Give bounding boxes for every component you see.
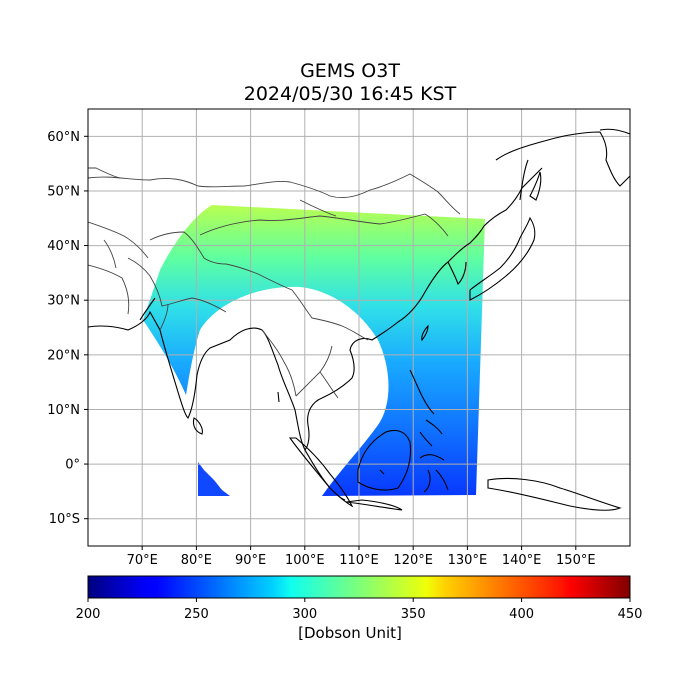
lat-tick-label: 30°N (47, 294, 80, 309)
colorbar-label: [Dobson Unit] (298, 624, 402, 642)
colorbar-ticks: 200 250 300 350 400 450 (76, 598, 643, 622)
map-title: GEMS O3T (300, 60, 400, 82)
lat-tick-label: 60°N (47, 130, 80, 145)
lat-tick-label: 0° (65, 458, 80, 473)
colorbar-tick-label: 350 (401, 607, 426, 622)
latitude-ticks: 60°N 50°N 40°N 30°N 20°N 10°N 0° 10°S (47, 130, 88, 527)
lat-tick-label: 10°N (47, 403, 80, 418)
lon-tick-label: 130°E (448, 553, 488, 568)
lon-tick-label: 110°E (339, 553, 379, 568)
colorbar-tick-label: 400 (509, 607, 534, 622)
colorbar-tick-label: 250 (184, 607, 209, 622)
longitude-ticks: 70°E 80°E 90°E 100°E 110°E 120°E 130°E 140°E 150… (127, 546, 596, 568)
lon-tick-label: 80°E (181, 553, 212, 568)
lon-tick-label: 100°E (285, 553, 325, 568)
lat-tick-label: 10°S (49, 512, 80, 527)
country-borders (88, 167, 461, 399)
lat-tick-label: 50°N (47, 184, 80, 199)
lon-tick-label: 90°E (235, 553, 266, 568)
colorbar-tick-label: 300 (292, 607, 317, 622)
map-gridlines (88, 109, 630, 546)
lon-tick-label: 70°E (127, 553, 158, 568)
ozone-swath (143, 205, 485, 496)
coastlines (88, 128, 630, 511)
colorbar-tick-label: 450 (618, 607, 643, 622)
lat-tick-label: 20°N (47, 348, 80, 363)
lon-tick-label: 120°E (393, 553, 433, 568)
map-subtitle: 2024/05/30 16:45 KST (243, 83, 457, 105)
lon-tick-label: 140°E (502, 553, 542, 568)
colorbar (87, 575, 631, 599)
lat-tick-label: 40°N (47, 239, 80, 254)
colorbar-tick-label: 200 (76, 607, 101, 622)
lon-tick-label: 150°E (556, 553, 596, 568)
